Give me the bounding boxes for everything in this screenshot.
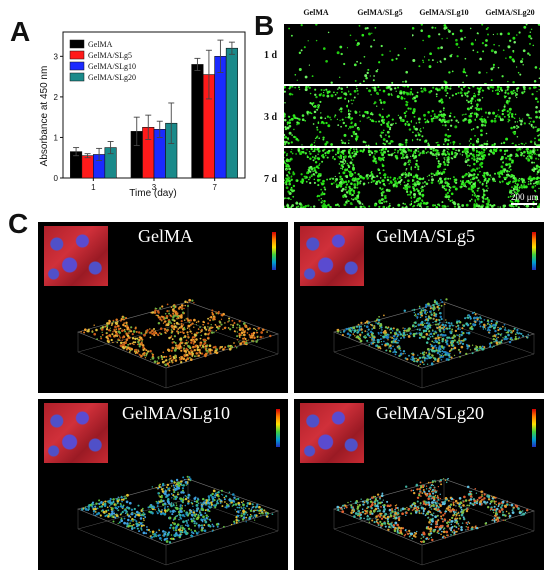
row-label-3d: 3 d — [264, 112, 278, 123]
column-label-gelma: GelMA — [303, 8, 329, 17]
scale-bar-line — [511, 203, 537, 205]
fluorescence-image — [284, 148, 348, 208]
row-label-7d: 7 d — [264, 174, 278, 185]
fluorescence-image — [476, 24, 540, 84]
fluorescence-image — [412, 148, 476, 208]
confocal-title: GelMA/SLg5 — [376, 226, 475, 246]
color-scale-bar — [276, 409, 280, 447]
fluorescence-image — [412, 24, 476, 84]
confocal-panel-gelma-slg20: GelMA/SLg20 — [294, 399, 544, 570]
y-axis-label: Absorbance at 450 nm — [39, 66, 50, 167]
color-scale-bar — [532, 232, 536, 270]
legend-entry: GelMA — [88, 40, 113, 49]
fluorescence-image — [284, 24, 348, 84]
x-tick-label: 1 — [91, 183, 96, 192]
panel-letter-c: C — [8, 208, 29, 239]
fluorescence-image — [412, 86, 476, 146]
fluorescence-image — [348, 24, 412, 84]
inset-cell-staining — [300, 226, 364, 286]
inset-cell-staining — [44, 226, 108, 286]
x-axis-label: Time (day) — [129, 188, 176, 199]
3d-reconstruction — [77, 475, 279, 566]
fluorescence-image — [476, 148, 540, 208]
fluorescence-image — [348, 86, 412, 146]
column-label-gelma-slg10: GelMA/SLg10 — [419, 8, 469, 17]
fluorescence-image — [476, 86, 540, 146]
legend-swatch — [69, 39, 85, 49]
bar — [214, 56, 227, 179]
bar — [191, 64, 204, 179]
x-tick-label: 3 — [152, 183, 157, 192]
legend-entry: GelMA/SLg5 — [88, 51, 132, 60]
confocal-panel-gelma-slg10: GelMA/SLg10 — [38, 399, 288, 570]
fluorescence-image — [348, 148, 412, 208]
column-label-gelma-slg5: GelMA/SLg5 — [357, 8, 403, 17]
inset-cell-staining — [300, 403, 364, 463]
confocal-title: GelMA/SLg20 — [376, 403, 484, 423]
scale-bar-label: 200 μm — [511, 192, 539, 202]
legend-swatch — [69, 50, 85, 60]
color-scale-bar — [532, 409, 536, 447]
absorbance-bar-chart: 0 1 2 3 1 3 7 GelMA GelMA/SLg5 GelMA/SLg10 GelMA/S… — [39, 31, 246, 199]
panel-letter-b: B — [254, 10, 275, 41]
column-label-gelma-slg20: GelMA/SLg20 — [485, 8, 535, 17]
fluorescence-grid: GelMA GelMA/SLg5 GelMA/SLg10 GelMA/SLg20… — [264, 8, 550, 210]
y-tick-label: 3 — [54, 52, 59, 61]
color-scale-bar — [272, 232, 276, 270]
legend-swatch — [69, 61, 85, 71]
row-label-1d: 1 d — [264, 50, 278, 61]
legend-entry: GelMA/SLg10 — [88, 62, 136, 71]
confocal-panel-gelma-slg5: GelMA/SLg5 — [294, 222, 544, 393]
inset-cell-staining — [44, 403, 108, 463]
3d-reconstruction — [333, 298, 535, 389]
y-tick-label: 1 — [54, 133, 59, 142]
y-tick-label: 2 — [54, 93, 59, 102]
fluorescence-image — [284, 86, 348, 146]
scale-bar: 200 μm — [511, 192, 539, 205]
legend-entry: GelMA/SLg20 — [88, 73, 136, 82]
x-tick-label: 7 — [212, 183, 217, 192]
confocal-title: GelMA — [138, 226, 193, 246]
panel-letter-a: A — [10, 16, 31, 47]
y-tick-label: 0 — [54, 174, 59, 183]
confocal-panel-gelma: GelMA — [38, 222, 288, 393]
bar — [225, 47, 238, 179]
confocal-3d-grid: GelMA GelMA/SLg5 GelMA/SLg10 GelMA/SLg20 — [38, 222, 550, 578]
legend-swatch — [69, 72, 85, 82]
confocal-title: GelMA/SLg10 — [122, 403, 230, 423]
bar — [81, 155, 94, 179]
3d-reconstruction — [333, 477, 535, 566]
3d-reconstruction — [77, 298, 279, 389]
